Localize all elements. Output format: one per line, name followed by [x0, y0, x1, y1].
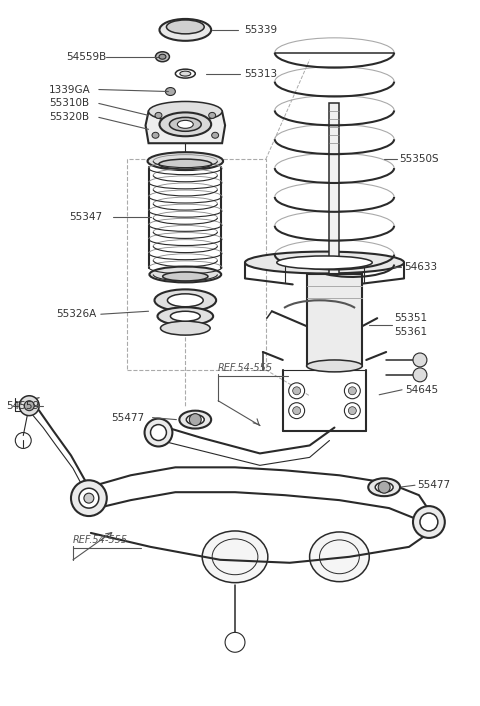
Text: 54633: 54633 — [404, 261, 437, 272]
Circle shape — [79, 489, 99, 508]
Circle shape — [420, 513, 438, 531]
Text: 54559B: 54559B — [66, 52, 106, 61]
Ellipse shape — [168, 294, 203, 307]
Ellipse shape — [159, 54, 166, 59]
Circle shape — [344, 402, 360, 419]
Ellipse shape — [245, 251, 404, 273]
Text: 55477: 55477 — [417, 480, 450, 490]
Ellipse shape — [148, 102, 222, 121]
Ellipse shape — [209, 112, 216, 119]
Circle shape — [293, 407, 300, 414]
Text: 55361: 55361 — [394, 327, 427, 337]
Circle shape — [413, 506, 445, 538]
Ellipse shape — [186, 414, 204, 424]
Ellipse shape — [375, 482, 393, 492]
Text: 55350S: 55350S — [399, 154, 439, 164]
Ellipse shape — [163, 272, 208, 281]
Ellipse shape — [180, 411, 211, 429]
Ellipse shape — [159, 19, 211, 41]
Polygon shape — [307, 275, 362, 366]
Ellipse shape — [277, 256, 372, 269]
Ellipse shape — [307, 360, 362, 372]
Ellipse shape — [180, 71, 191, 76]
Polygon shape — [329, 104, 339, 277]
Text: 54559: 54559 — [6, 401, 39, 411]
Ellipse shape — [170, 311, 200, 321]
Text: 1339GA: 1339GA — [49, 85, 91, 95]
Circle shape — [144, 419, 172, 446]
Circle shape — [378, 481, 390, 493]
Circle shape — [288, 383, 305, 399]
Ellipse shape — [155, 112, 162, 119]
Ellipse shape — [212, 132, 218, 138]
Text: 55351: 55351 — [394, 313, 427, 323]
Ellipse shape — [178, 120, 193, 128]
Circle shape — [293, 387, 300, 395]
Circle shape — [24, 401, 34, 411]
Text: 55339: 55339 — [244, 25, 277, 35]
Circle shape — [413, 353, 427, 367]
Polygon shape — [145, 112, 225, 143]
Ellipse shape — [157, 307, 213, 325]
Ellipse shape — [310, 532, 369, 582]
Circle shape — [189, 414, 201, 426]
Ellipse shape — [159, 159, 212, 169]
Ellipse shape — [167, 20, 204, 34]
Ellipse shape — [368, 478, 400, 496]
Circle shape — [344, 383, 360, 399]
Circle shape — [151, 424, 167, 441]
Text: 55326A: 55326A — [56, 309, 96, 319]
Ellipse shape — [169, 117, 201, 131]
Text: 55477: 55477 — [111, 412, 144, 423]
Circle shape — [348, 387, 356, 395]
Circle shape — [19, 396, 39, 416]
Ellipse shape — [152, 132, 159, 138]
Text: REF.54-555: REF.54-555 — [218, 363, 273, 373]
Text: 55310B: 55310B — [49, 98, 89, 109]
Ellipse shape — [156, 52, 169, 61]
Circle shape — [288, 402, 305, 419]
Text: 55347: 55347 — [69, 212, 102, 222]
Ellipse shape — [149, 266, 221, 282]
Circle shape — [71, 480, 107, 516]
Text: 55320B: 55320B — [49, 112, 89, 122]
Ellipse shape — [202, 531, 268, 582]
Circle shape — [413, 368, 427, 382]
Ellipse shape — [155, 289, 216, 311]
Ellipse shape — [166, 88, 175, 95]
Text: 54645: 54645 — [405, 385, 438, 395]
Ellipse shape — [159, 112, 211, 136]
Text: REF.54-555: REF.54-555 — [73, 535, 128, 545]
Bar — [127, 159, 266, 370]
Ellipse shape — [160, 321, 210, 335]
Ellipse shape — [147, 152, 223, 170]
Circle shape — [84, 493, 94, 503]
Circle shape — [348, 407, 356, 414]
Text: 55313: 55313 — [244, 68, 277, 78]
